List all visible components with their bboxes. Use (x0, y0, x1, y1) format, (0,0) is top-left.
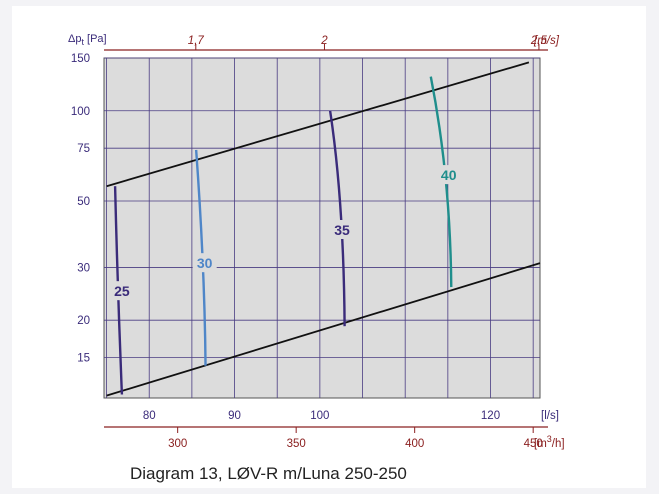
boundary-line-upper (106, 61, 530, 188)
y-tick-label: 75 (77, 143, 90, 155)
chart-frame: 15 20 30 50 75 100 150 80 90 100 120 [l/s] 300 350 40… (12, 6, 646, 488)
y-tick-label: 20 (77, 315, 90, 327)
curve-label-bg-35 (330, 220, 355, 240)
curve-label-bg-25 (109, 281, 134, 301)
x-axis-unit-m3h: [m3/h] (534, 434, 565, 450)
curve-label-25: 25 (114, 283, 130, 299)
x-axis-unit-ms: [m/s] (533, 35, 560, 47)
curve-label-40: 40 (441, 167, 457, 183)
x-tick-label-ls: 120 (481, 410, 500, 422)
x-tick-label-m3h: 350 (287, 438, 306, 450)
y-tick-label: 50 (77, 196, 90, 208)
curve-35 (328, 110, 346, 327)
y-tick-label: 150 (71, 53, 90, 65)
x-tick-label-m3h: 400 (405, 438, 424, 450)
chart-caption: Diagram 13, LØV-R m/Luna 250-250 (130, 464, 407, 483)
x-tick-label-ms: 1,7 (188, 35, 205, 47)
x-tick-label-m3h: 450 (524, 438, 543, 450)
y-tick-label: 30 (77, 262, 90, 274)
curve-label-30: 30 (197, 255, 213, 271)
x-tick-label-ms: 2 (320, 35, 328, 47)
curve-label-bg-40 (436, 165, 461, 185)
y-tick-label: 15 (77, 353, 90, 365)
curve-label-bg-30 (192, 253, 217, 273)
y-tick-label: 100 (71, 106, 90, 118)
boundary-line-lower (106, 262, 541, 397)
plot-area (103, 57, 541, 399)
x-tick-label-ls: 100 (310, 410, 329, 422)
x-tick-label-ms: 2,5 (530, 35, 548, 47)
pressure-drop-chart: 15 20 30 50 75 100 150 80 90 100 120 [l/s] 300 350 40… (68, 33, 565, 450)
x-tick-label-m3h: 300 (168, 438, 187, 450)
y-axis-label: Δpt [Pa] (68, 33, 107, 47)
curve-label-35: 35 (334, 222, 350, 238)
x-axis-unit-ls: [l/s] (541, 410, 559, 422)
x-tick-label-ls: 90 (228, 410, 241, 422)
x-tick-label-ls: 80 (143, 410, 156, 422)
